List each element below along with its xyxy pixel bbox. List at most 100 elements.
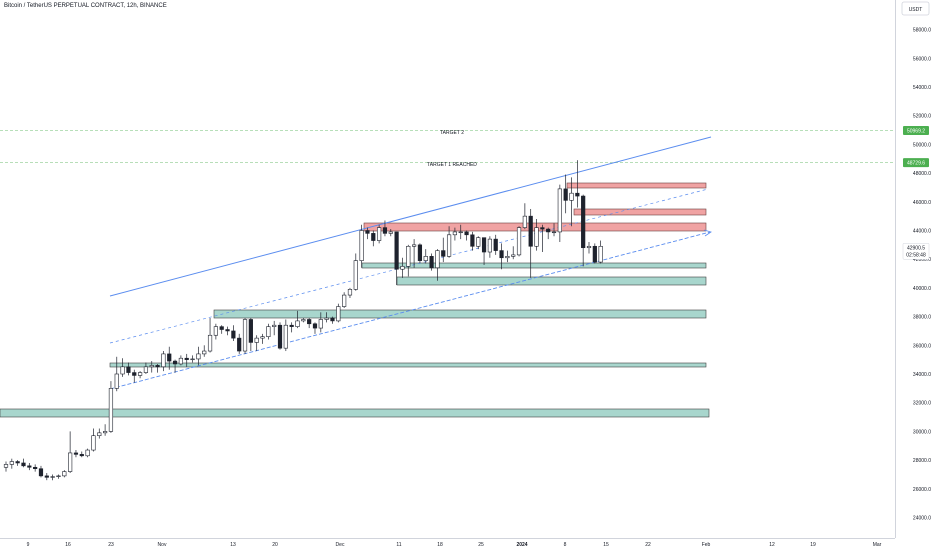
candle [522,203,527,230]
candle-body [108,388,114,432]
candle [417,243,423,264]
supply-zone-7 [566,182,707,189]
candle-body [167,353,172,362]
candle-body [470,234,475,247]
candle [289,322,294,333]
candle [394,231,399,286]
price-tick-label: 34000.0 [913,372,931,378]
target-price-tag-label-2: 48729.6 [907,161,925,167]
candle-body [97,432,102,437]
price-tick-label: 46000.0 [913,200,931,206]
candle-body [476,237,481,247]
candle-body [68,452,73,472]
candle-body [441,250,446,257]
price-tick-label: 50000.0 [913,142,931,148]
candle-body [190,358,195,361]
candle [172,359,178,373]
time-tick-label: 20 [272,542,278,548]
candle [260,333,265,344]
candle-body [511,254,516,257]
candle-body [528,215,533,247]
candle [114,356,119,392]
candle [540,224,545,253]
candle [546,227,551,240]
price-tick-label: 26000.0 [913,487,931,493]
time-tick-label: 12 [769,542,775,548]
candle [406,244,411,277]
candle [283,319,288,352]
currency-button[interactable] [901,1,930,16]
candle-body [295,320,300,327]
candle [295,310,300,329]
candle-body [586,245,592,249]
current-price-label: 42900.5 [907,245,925,251]
candle [365,227,370,240]
candle-body [534,227,539,247]
candle [581,194,586,267]
time-tick-label: 8 [564,542,567,548]
price-tags: 50969.2 48729.6 42900.502:58:48 [902,125,930,260]
candle [132,369,137,383]
candle-body [563,188,568,201]
demand-zone-4 [396,276,707,286]
price-tick-label: 54000.0 [913,85,931,91]
price-axis[interactable]: 24000.0 26000.0 28000.0 30000.0 32000.0 34000… [913,28,931,522]
candle-body [143,366,149,373]
candle [441,237,446,263]
candle-body [342,294,347,307]
candle-body [336,306,341,322]
price-tick-label: 44000.0 [913,229,931,235]
candle-body [85,449,90,457]
time-tick-label: 19 [810,542,816,548]
candle-body [540,227,545,230]
candle [481,237,487,265]
candle-body [289,324,294,327]
price-tick-label: 56000.0 [913,56,931,62]
candle-body [277,324,283,349]
candle [388,229,393,237]
candle-body [377,227,382,241]
candle-body [3,464,9,468]
candle-body [149,365,154,368]
candle [435,249,440,281]
candle [307,318,312,329]
candle-body [225,329,230,332]
candle [79,451,84,458]
time-tick-label: 11 [396,542,401,548]
candle-body [388,231,393,234]
candle [318,312,323,333]
candle [499,243,504,270]
candle-body [324,317,329,320]
candle-body [417,244,423,261]
candle [3,461,9,472]
candle [190,355,195,363]
candle-body [196,353,201,360]
candle [21,458,26,468]
time-tick-label: Mar [873,542,882,548]
candle-body [522,215,527,228]
candle [516,226,522,257]
candle-body [382,227,388,234]
candle-body [207,334,213,352]
candle [196,346,201,366]
candle-body [516,227,522,256]
candle [277,322,283,350]
candle [476,236,481,250]
candle-body [231,330,236,339]
time-axis[interactable]: 9 16 23 Nov 13 20 Dec 11 18 25 2024 8 15 22 Feb 12 19 Mar [27,542,882,548]
candle-body [254,337,259,343]
candle [575,160,580,208]
candle-body [44,475,49,478]
candle-body [423,256,428,261]
candle-body [411,244,417,247]
candle [103,424,108,436]
candle-body [33,466,38,470]
candle-body [464,231,469,236]
candle-body [446,234,452,257]
candle [178,355,184,366]
candle-body [435,250,440,269]
candle [242,318,248,354]
price-tick-label: 40000.0 [913,286,931,292]
